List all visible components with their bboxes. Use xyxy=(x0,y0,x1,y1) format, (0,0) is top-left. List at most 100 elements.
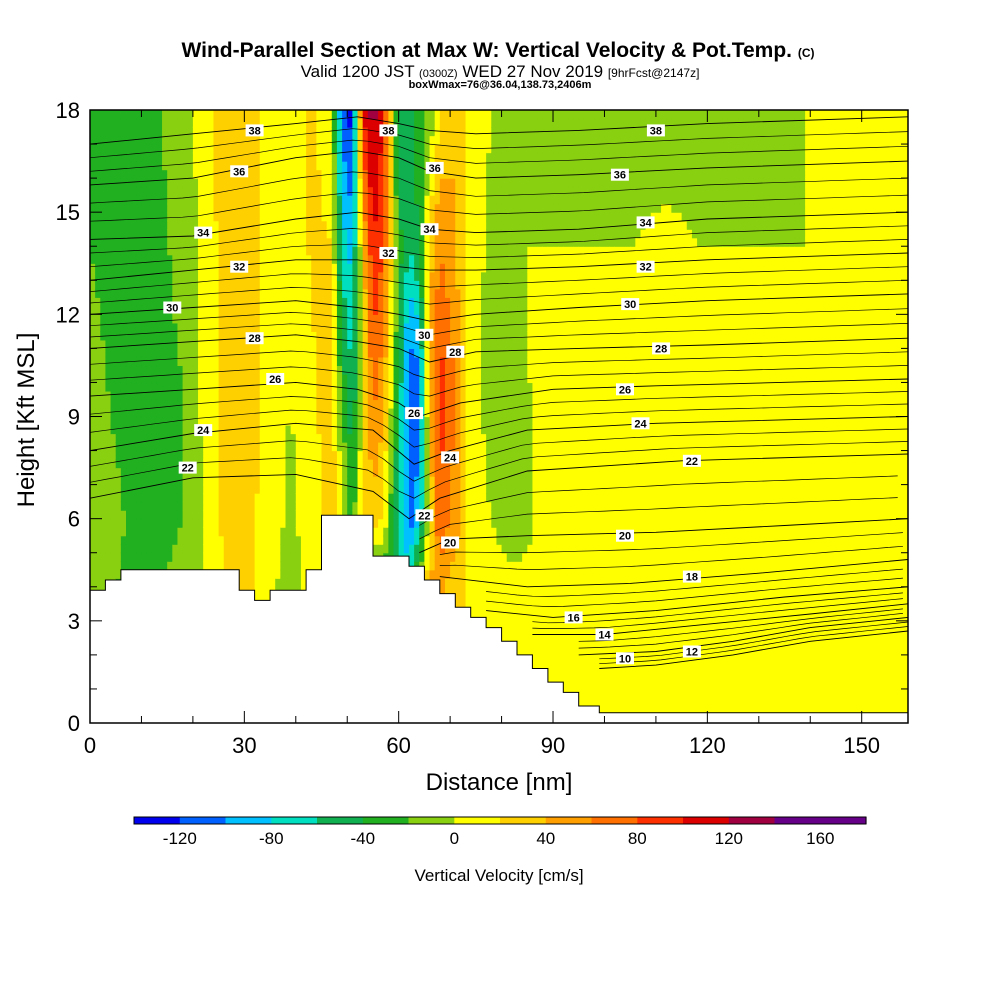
velocity-cell xyxy=(280,118,287,128)
velocity-cell xyxy=(203,484,209,494)
velocity-cell xyxy=(336,246,343,256)
velocity-cell xyxy=(95,263,101,273)
velocity-cell xyxy=(95,212,101,222)
velocity-cell xyxy=(378,314,384,324)
velocity-cell xyxy=(393,331,400,341)
velocity-cell xyxy=(259,118,266,128)
velocity-cell xyxy=(136,144,143,154)
velocity-cell xyxy=(311,297,317,307)
velocity-cell xyxy=(126,280,132,290)
velocity-cell xyxy=(408,467,415,477)
velocity-cell xyxy=(90,348,96,358)
velocity-cell xyxy=(403,450,410,460)
velocity-cell xyxy=(285,305,292,315)
velocity-cell xyxy=(357,459,364,469)
velocity-cell xyxy=(234,254,240,264)
velocity-cell xyxy=(203,254,209,264)
velocity-cell xyxy=(316,356,323,367)
velocity-cell xyxy=(434,339,441,349)
velocity-cell xyxy=(239,178,245,188)
velocity-cell xyxy=(136,169,143,179)
velocity-cell xyxy=(347,220,353,230)
velocity-cell xyxy=(141,518,148,528)
velocity-cell xyxy=(383,305,389,315)
velocity-cell xyxy=(223,135,230,145)
velocity-cell xyxy=(290,110,297,120)
velocity-cell xyxy=(162,373,168,384)
velocity-cell xyxy=(218,527,225,537)
velocity-cell xyxy=(259,595,266,605)
velocity-cell xyxy=(182,280,189,290)
velocity-cell xyxy=(151,203,158,213)
velocity-cell xyxy=(141,203,148,213)
velocity-cell xyxy=(393,459,400,469)
velocity-cell xyxy=(100,450,107,460)
velocity-cell xyxy=(110,220,117,230)
velocity-cell xyxy=(115,390,122,401)
velocity-cell xyxy=(429,535,436,545)
velocity-cell xyxy=(244,178,251,188)
velocity-cell xyxy=(198,280,204,290)
velocity-cell xyxy=(254,425,261,435)
velocity-cell xyxy=(141,348,148,358)
velocity-cell xyxy=(110,399,117,409)
velocity-cell xyxy=(218,237,225,247)
velocity-cell xyxy=(372,144,379,154)
velocity-cell xyxy=(321,203,328,213)
velocity-cell xyxy=(347,271,353,281)
velocity-cell xyxy=(367,442,374,452)
velocity-cell xyxy=(439,331,446,341)
velocity-cell xyxy=(275,254,281,264)
velocity-cell xyxy=(182,561,189,571)
velocity-cell xyxy=(100,220,107,230)
velocity-cell xyxy=(429,569,436,579)
velocity-cell xyxy=(398,152,405,162)
velocity-cell xyxy=(131,365,137,375)
velocity-cell xyxy=(141,212,148,222)
velocity-cell xyxy=(223,390,230,401)
velocity-cell xyxy=(275,467,281,477)
velocity-cell xyxy=(383,493,389,503)
velocity-cell xyxy=(167,373,173,384)
velocity-cell xyxy=(352,467,359,477)
velocity-cell xyxy=(110,263,117,273)
velocity-cell xyxy=(167,246,173,256)
velocity-cell xyxy=(156,135,163,145)
velocity-cell xyxy=(429,348,436,358)
velocity-cell xyxy=(352,365,359,375)
velocity-cell xyxy=(403,152,410,162)
velocity-cell xyxy=(192,442,199,452)
velocity-cell xyxy=(429,552,436,562)
velocity-cell xyxy=(383,135,389,145)
velocity-cell xyxy=(372,212,379,222)
velocity-cell xyxy=(100,578,107,588)
velocity-cell xyxy=(100,229,107,239)
velocity-cell xyxy=(290,178,297,188)
velocity-cell xyxy=(434,442,441,452)
velocity-cell xyxy=(419,178,425,188)
velocity-cell xyxy=(203,110,209,120)
velocity-cell xyxy=(311,254,317,264)
velocity-cell xyxy=(357,339,364,349)
velocity-cell xyxy=(228,178,235,188)
velocity-cell xyxy=(316,144,323,154)
velocity-cell xyxy=(439,203,446,213)
velocity-cell xyxy=(100,501,107,511)
velocity-cell xyxy=(367,135,374,145)
velocity-cell xyxy=(285,399,292,409)
velocity-cell xyxy=(120,407,127,418)
velocity-cell xyxy=(218,144,225,154)
velocity-cell xyxy=(398,144,405,154)
velocity-cell xyxy=(172,373,179,384)
velocity-cell xyxy=(408,161,415,171)
velocity-cell xyxy=(419,552,425,562)
velocity-cell xyxy=(90,263,96,273)
velocity-cell xyxy=(357,484,364,494)
velocity-cell xyxy=(270,144,276,154)
velocity-cell xyxy=(151,237,158,247)
velocity-cell xyxy=(187,484,194,494)
velocity-cell xyxy=(270,450,276,460)
velocity-cell xyxy=(187,373,194,384)
velocity-cell xyxy=(228,356,235,367)
velocity-cell xyxy=(383,356,389,367)
